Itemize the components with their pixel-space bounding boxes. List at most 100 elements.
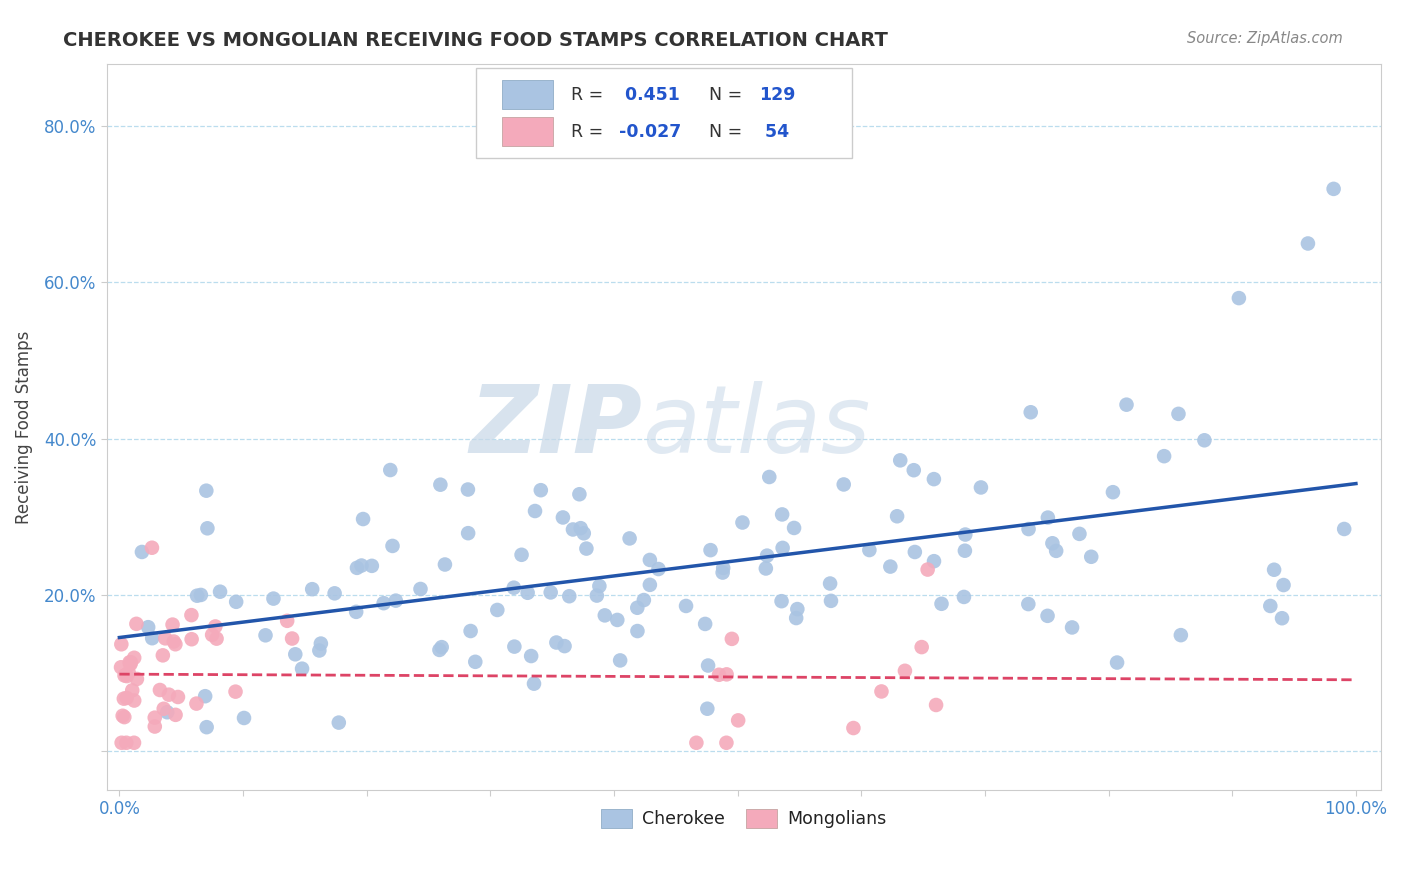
Point (638, 578, 661, 592)
Legend: Cherokee, Mongolians: Cherokee, Mongolians (593, 802, 894, 835)
Point (110, 637, 132, 651)
Point (429, 477, 451, 491)
Point (785, 611, 807, 625)
Point (457, 483, 479, 497)
Text: R =: R = (571, 122, 609, 141)
Point (1263, 563, 1285, 577)
Point (585, 589, 607, 603)
Point (254, 628, 277, 642)
Point (373, 596, 395, 610)
Point (575, 541, 598, 556)
Point (1060, 620, 1083, 634)
Point (1115, 398, 1137, 412)
Point (546, 635, 568, 649)
Point (1102, 485, 1125, 500)
Point (121, 683, 143, 698)
Point (125, 672, 148, 686)
Point (707, 667, 730, 681)
Point (197, 521, 219, 535)
Y-axis label: Receiving Food Stamps: Receiving Food Stamps (15, 330, 32, 524)
Point (118, 665, 141, 680)
Point (120, 657, 142, 672)
Point (115, 736, 138, 750)
Point (225, 684, 247, 698)
Point (152, 702, 174, 716)
Point (122, 736, 145, 750)
Point (346, 561, 368, 575)
Point (842, 721, 865, 735)
Point (155, 632, 177, 646)
Text: -0.027: -0.027 (619, 122, 682, 141)
Text: N =: N = (697, 86, 748, 103)
Point (323, 586, 346, 600)
Point (1272, 578, 1295, 592)
Point (953, 543, 976, 558)
Point (626, 600, 648, 615)
Point (180, 632, 202, 647)
Point (1194, 434, 1216, 448)
Point (380, 463, 402, 477)
Point (225, 595, 247, 609)
Point (1036, 510, 1059, 524)
Point (716, 736, 738, 750)
Text: N =: N = (697, 122, 748, 141)
Point (711, 561, 734, 575)
Point (165, 707, 187, 722)
Point (165, 637, 187, 651)
Point (344, 605, 367, 619)
Text: 54: 54 (759, 122, 789, 141)
Point (870, 684, 893, 698)
Point (569, 521, 592, 535)
Point (125, 616, 148, 631)
Point (911, 640, 934, 654)
Point (1258, 599, 1281, 613)
Point (731, 516, 754, 530)
Point (758, 470, 780, 484)
Point (114, 668, 136, 682)
Point (457, 526, 479, 541)
Point (530, 483, 553, 498)
Point (381, 539, 404, 553)
Point (820, 594, 842, 608)
Point (162, 617, 184, 632)
Point (486, 603, 509, 617)
Point (626, 624, 648, 638)
Point (433, 558, 456, 572)
Point (1069, 527, 1091, 541)
Point (186, 589, 208, 603)
Point (606, 613, 628, 627)
Point (194, 689, 217, 703)
Text: atlas: atlas (643, 381, 870, 472)
Point (195, 483, 218, 498)
Point (1333, 522, 1355, 536)
Point (1167, 407, 1189, 421)
Point (716, 667, 738, 681)
Point (568, 487, 591, 501)
Point (770, 508, 793, 522)
Point (284, 648, 307, 662)
Point (163, 634, 186, 648)
Point (647, 562, 669, 576)
Point (832, 477, 855, 491)
Point (711, 566, 734, 580)
Point (1271, 611, 1294, 625)
Point (430, 640, 453, 655)
Text: Source: ZipAtlas.com: Source: ZipAtlas.com (1187, 31, 1343, 46)
Point (209, 584, 232, 599)
Point (309, 637, 332, 651)
Point (510, 548, 533, 562)
Point (1045, 544, 1067, 558)
Point (540, 585, 562, 599)
Point (308, 643, 330, 657)
Point (922, 472, 945, 486)
Point (524, 504, 547, 518)
Text: ZIP: ZIP (470, 381, 643, 473)
Point (1019, 405, 1042, 419)
Point (925, 698, 948, 712)
Point (588, 579, 610, 593)
FancyBboxPatch shape (502, 117, 553, 146)
Point (685, 736, 707, 750)
Point (156, 705, 179, 719)
Point (281, 632, 304, 646)
FancyBboxPatch shape (477, 68, 852, 159)
